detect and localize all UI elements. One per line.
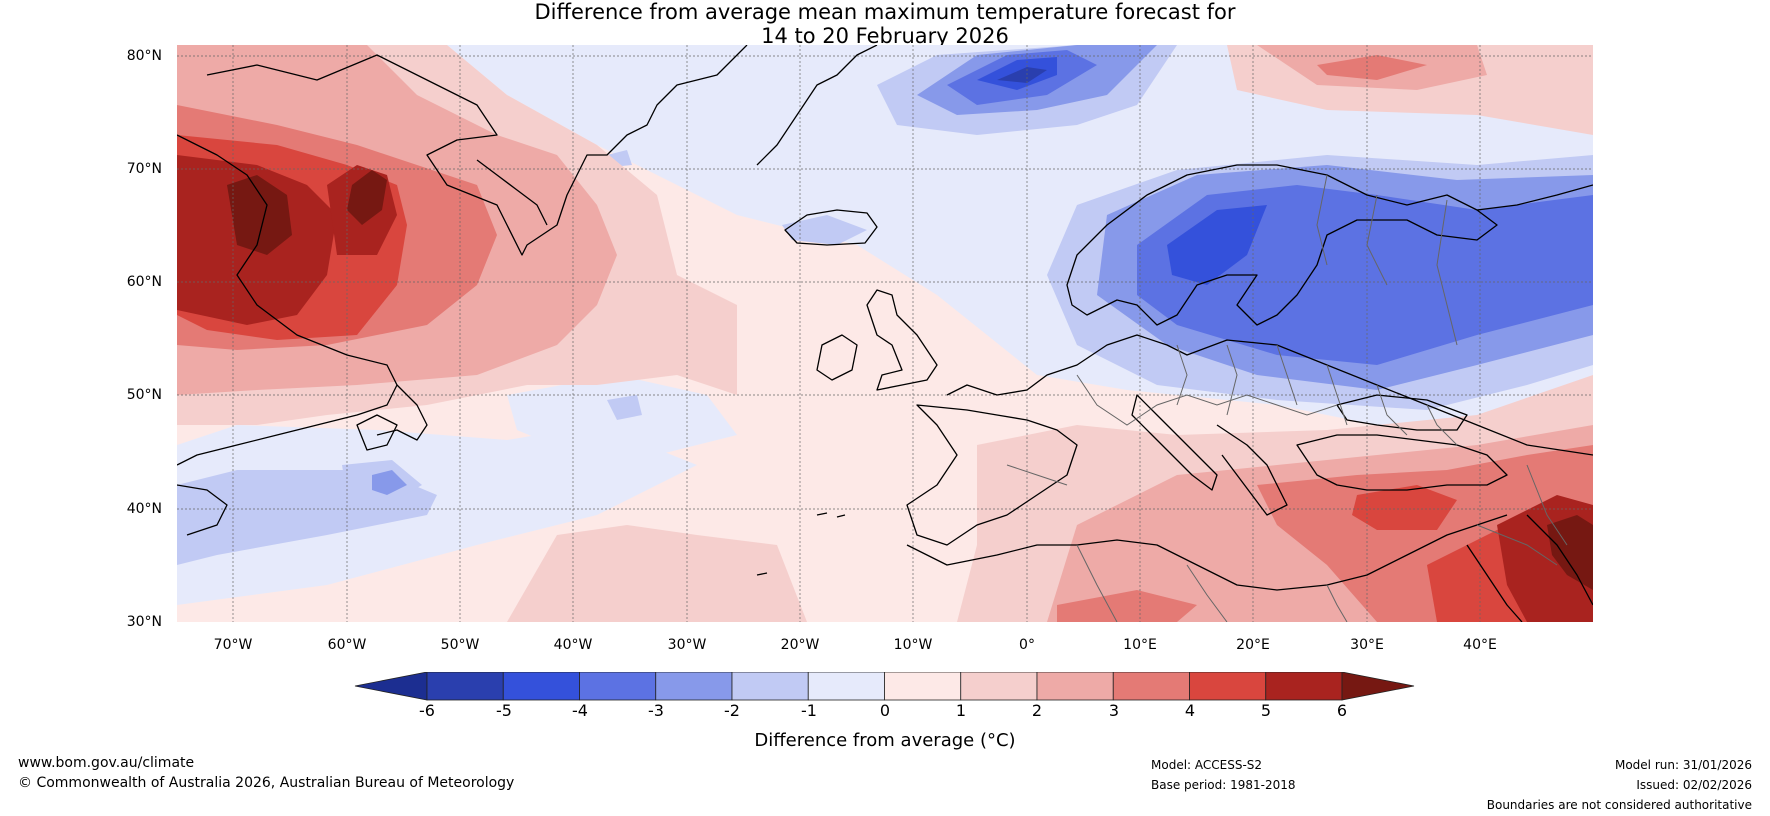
colorbar-segment	[884, 672, 962, 701]
colorbar-segment	[1189, 672, 1267, 701]
colorbar-tick-3: 3	[1108, 701, 1120, 720]
lat-label-40n: 40°N	[126, 501, 162, 517]
europe-coast	[946, 334, 1593, 456]
lon-label-10w: 10°W	[893, 637, 933, 653]
lon-label-30e: 30°E	[1350, 637, 1384, 653]
footer-model: Model: ACCESS-S2	[1151, 758, 1263, 772]
graticule	[177, 45, 1593, 622]
colorbar-label-text: Difference from average (	[754, 730, 987, 751]
footer-issued: Issued: 02/02/2026	[1636, 778, 1752, 792]
colorbar-tick-minus6: -6	[419, 701, 435, 720]
colorbar-segment	[1112, 672, 1190, 701]
colorbar-tick-0: 0	[879, 701, 891, 720]
baffin-coast	[177, 134, 398, 466]
colorbar-tick-6: 6	[1336, 701, 1348, 720]
colorbar-label: Difference from average (°C)	[700, 730, 1070, 752]
colorbar-segment	[655, 672, 733, 701]
colorbar-segment	[807, 672, 885, 701]
country-borders	[1006, 174, 1568, 622]
footer-model-run: Model run: 31/01/2026	[1614, 758, 1752, 772]
lon-label-70w: 70°W	[213, 637, 253, 653]
colorbar-tick-2: 2	[1031, 701, 1043, 720]
colorbar-tick-minus3: -3	[648, 701, 664, 720]
lat-label-60n: 60°N	[126, 274, 162, 290]
lat-label-80n: 80°N	[126, 48, 162, 64]
colorbar-extend-high	[1341, 672, 1415, 701]
title-line-2: 14 to 20 February 2026	[761, 24, 1009, 48]
colorbar-tick-minus5: -5	[496, 701, 512, 720]
title-line-1: Difference from average mean maximum tem…	[534, 0, 1236, 24]
colorbar-tick-5: 5	[1260, 701, 1272, 720]
footer-base-period: Base period: 1981-2018	[1151, 778, 1296, 792]
colorbar-label-unit: °C	[986, 730, 1009, 751]
colorbar-segment	[502, 672, 580, 701]
band-minus6-minus5	[997, 67, 1047, 83]
colorbar	[354, 672, 1415, 701]
lat-label-70n: 70°N	[126, 161, 162, 177]
band-above-6	[227, 170, 1593, 590]
anomaly-map	[177, 45, 1593, 622]
italy-coast	[1131, 394, 1218, 491]
colorbar-segment	[1036, 672, 1114, 701]
colorbar-tick-minus1: -1	[801, 701, 817, 720]
footer-copyright: © Commonwealth of Australia 2026, Austra…	[18, 775, 515, 791]
colorbar-segment	[1265, 672, 1343, 701]
lon-label-30w: 30°W	[667, 637, 707, 653]
colorbar-segment	[731, 672, 809, 701]
colorbar-tick-minus2: -2	[724, 701, 740, 720]
lon-label-20w: 20°W	[780, 637, 820, 653]
colorbar-segment	[579, 672, 657, 701]
colorbar-label-end: )	[1008, 730, 1016, 751]
colorbar-extend-low	[354, 672, 428, 701]
lat-label-30n: 30°N	[126, 614, 162, 630]
lon-label-40e: 40°E	[1463, 637, 1497, 653]
lon-label-0: 0°	[1019, 637, 1035, 653]
lon-label-10e: 10°E	[1123, 637, 1157, 653]
lon-label-50w: 50°W	[440, 637, 480, 653]
coastlines	[177, 45, 1593, 622]
lon-label-60w: 60°W	[327, 637, 367, 653]
colorbar-tick-4: 4	[1184, 701, 1196, 720]
iceland-coast	[784, 209, 878, 246]
colorbar-tick-minus4: -4	[572, 701, 588, 720]
colorbar-tick-1: 1	[955, 701, 967, 720]
greenland-coast	[206, 45, 748, 256]
footer-disclaimer: Boundaries are not considered authoritat…	[1486, 798, 1752, 812]
scandinavia-coast	[1066, 164, 1498, 326]
colorbar-segment	[426, 672, 504, 701]
lat-label-50n: 50°N	[126, 387, 162, 403]
footer-website: www.bom.gov.au/climate	[18, 755, 195, 771]
map-svg	[177, 45, 1593, 622]
colorbar-segment	[960, 672, 1038, 701]
lon-label-20e: 20°E	[1236, 637, 1270, 653]
chart-title: Difference from average mean maximum tem…	[0, 0, 1770, 48]
north-africa-coast	[906, 514, 1508, 591]
british-isles-coast	[866, 289, 938, 391]
lon-label-40w: 40°W	[553, 637, 593, 653]
